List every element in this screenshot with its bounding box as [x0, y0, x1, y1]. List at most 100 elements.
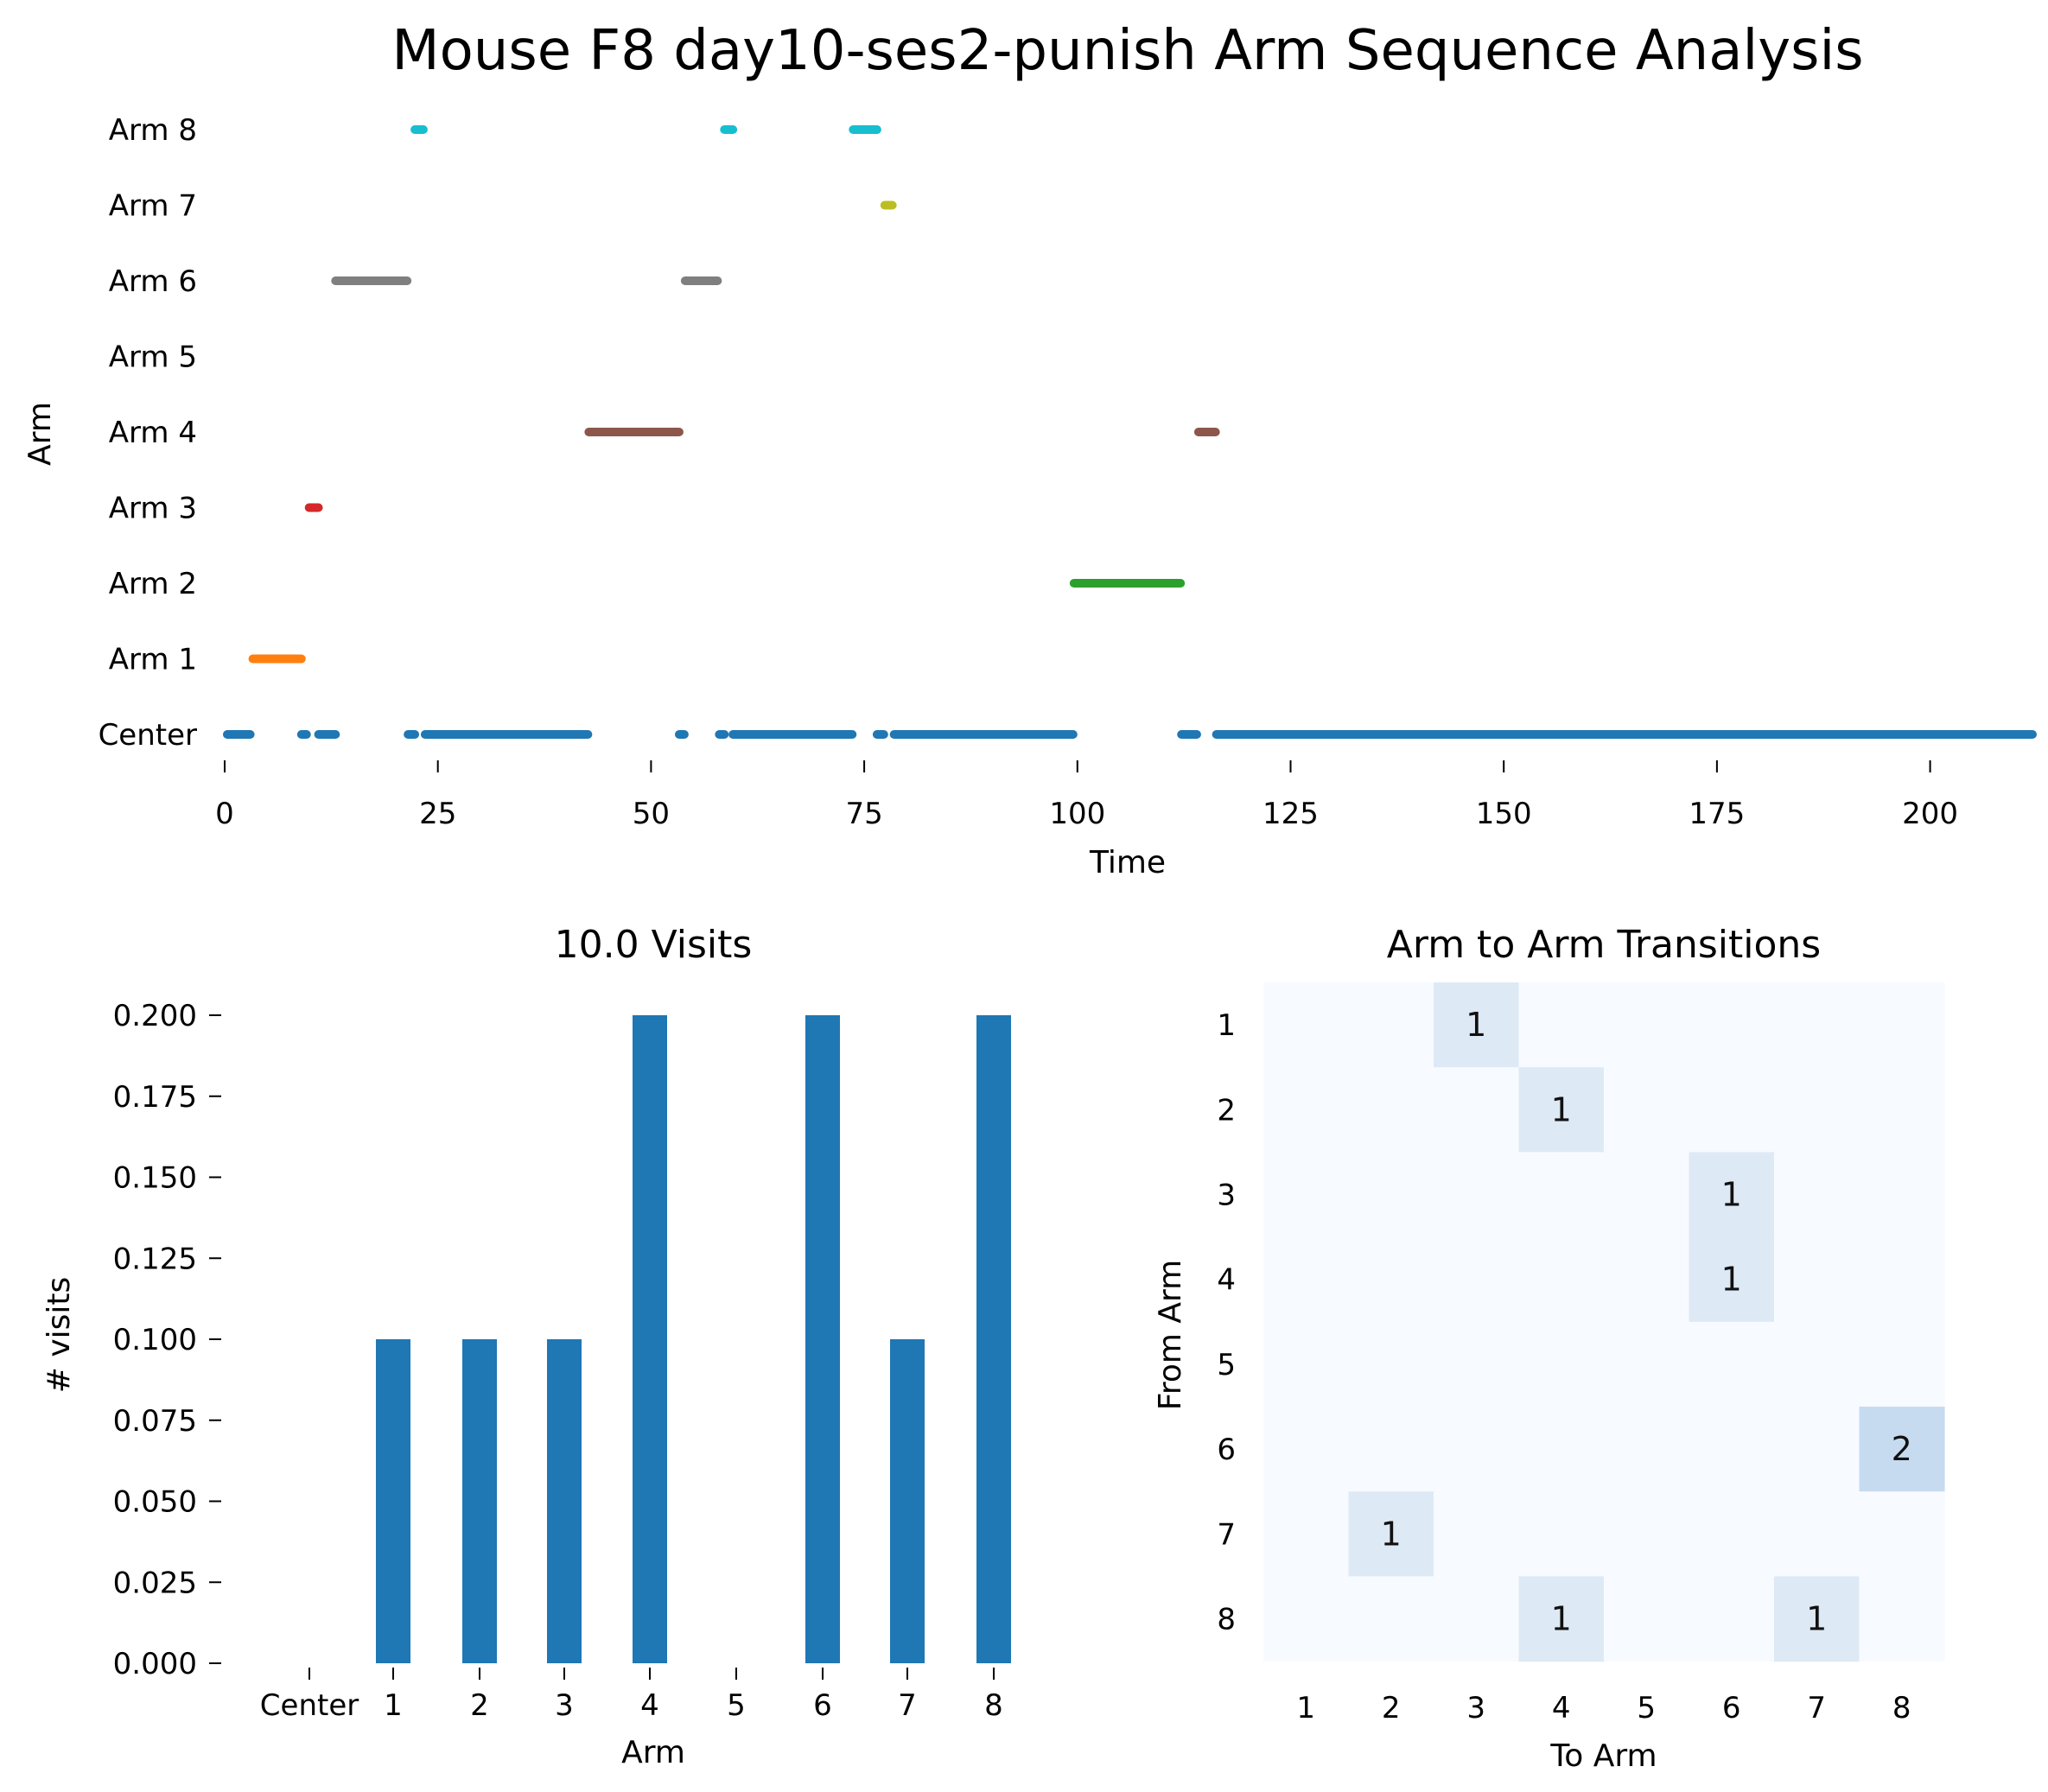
heatmap-chart: 1 1 1 1 2 1 1 1 1 2 3 4 5 6 7 8 1 2 3 4 5 6 7 8: [1217, 982, 1945, 1725]
timeline-row-label: Arm 3: [109, 492, 197, 526]
heatmap-cell: [1859, 1576, 1945, 1662]
heatmap-cell-value: 1: [1466, 1006, 1486, 1044]
timeline-x-tick-label: 175: [1689, 797, 1745, 831]
heatmap-col-label: 1: [1296, 1691, 1315, 1725]
heatmap-cell: [1348, 982, 1434, 1068]
heatmap-cell: [1518, 1067, 1605, 1153]
heatmap-row-label: 8: [1217, 1603, 1236, 1637]
heatmap-cell: [1518, 1152, 1605, 1238]
heatmap-cell: [1859, 1236, 1945, 1323]
heatmap-cell: [1263, 982, 1350, 1068]
heatmap-cell-value: 1: [1721, 1261, 1742, 1299]
heatmap-cell: [1774, 1491, 1860, 1577]
heatmap-row-label: 4: [1217, 1263, 1236, 1298]
heatmap-cell: [1604, 1321, 1690, 1408]
heatmap-cell: [1518, 1491, 1605, 1577]
timeline-x-tick-label: 75: [845, 797, 882, 831]
heatmap-row-label: 2: [1217, 1093, 1236, 1128]
heatmap-cell: [1348, 1407, 1434, 1492]
heatmap-title: Arm to Arm Transitions: [1387, 923, 1821, 967]
timeline-chart: Center Arm 1 Arm 2 Arm 3 Arm 4 Arm 5 Arm 6 Arm …: [99, 113, 2037, 831]
timeline-row-label: Arm 7: [109, 189, 197, 224]
heatmap-cell: [1689, 1236, 1775, 1323]
bar: [547, 1339, 582, 1663]
heatmap-cell: [1859, 1152, 1945, 1238]
timeline-x-tick-label: 200: [1902, 797, 1958, 831]
bar-y-tick-label: 0.200: [113, 999, 197, 1033]
heatmap-cell: [1434, 982, 1520, 1068]
bar: [976, 1015, 1011, 1663]
timeline-x-tick-label: 25: [419, 797, 456, 831]
heatmap-cell-value: 1: [1551, 1600, 1572, 1638]
heatmap-cell: [1689, 1576, 1775, 1662]
timeline-x-tick-label: 125: [1263, 797, 1319, 831]
heatmap-col-label: 3: [1466, 1691, 1485, 1725]
heatmap-cell: [1434, 1576, 1520, 1662]
bar: [376, 1339, 410, 1663]
heatmap-cell: [1859, 1491, 1945, 1577]
heatmap-col-label: 6: [1722, 1691, 1741, 1725]
bar-y-tick-label: 0.075: [113, 1404, 197, 1439]
heatmap-cell: [1348, 1491, 1434, 1577]
heatmap-cell: [1774, 1236, 1860, 1323]
bar-y-label: # visits: [41, 1277, 77, 1394]
heatmap-cell: [1263, 1576, 1350, 1662]
bar-x-label: Arm: [621, 1735, 685, 1770]
heatmap-row-label: 1: [1217, 1008, 1236, 1043]
heatmap-row-label: 5: [1217, 1348, 1236, 1382]
heatmap-cell: [1689, 1067, 1775, 1153]
heatmap-cell: [1434, 1152, 1520, 1238]
heatmap-cell-value: 1: [1551, 1090, 1572, 1128]
heatmap-col-label: 4: [1552, 1691, 1571, 1725]
timeline-row-label: Arm 4: [109, 416, 197, 450]
timeline-x-label: Time: [1089, 845, 1166, 880]
timeline-row-label: Arm 1: [109, 643, 197, 677]
heatmap-row-label: 6: [1217, 1433, 1236, 1467]
heatmap-cell: [1518, 1321, 1605, 1408]
heatmap-cell-value: 1: [1721, 1176, 1742, 1214]
bar-x-tick-label: 3: [555, 1688, 574, 1723]
bar-y-tick-label: 0.025: [113, 1566, 197, 1600]
heatmap-cell: [1434, 1321, 1520, 1408]
heatmap-cell: [1689, 982, 1775, 1068]
heatmap-cell: [1604, 1236, 1690, 1323]
timeline-row-label: Arm 6: [109, 264, 197, 299]
heatmap-cell: [1348, 1152, 1434, 1238]
bar-x-tick-label: 4: [640, 1688, 659, 1723]
heatmap-cell: [1774, 1321, 1860, 1408]
heatmap-cell: [1774, 982, 1860, 1068]
heatmap-cell: [1434, 1491, 1520, 1577]
bar-y-tick-label: 0.000: [113, 1647, 197, 1681]
bar: [462, 1339, 497, 1663]
main-title: Mouse F8 day10-ses2-punish Arm Sequence …: [391, 19, 1863, 83]
heatmap-cell: [1348, 1321, 1434, 1408]
heatmap-cell: [1774, 1152, 1860, 1238]
heatmap-cell: [1348, 1067, 1434, 1153]
heatmap-cell: [1689, 1321, 1775, 1408]
heatmap-cell: [1263, 1491, 1350, 1577]
bar-x-tick-label: 1: [384, 1688, 403, 1723]
heatmap-cell: [1604, 982, 1690, 1068]
heatmap-cell: [1604, 1491, 1690, 1577]
bar-y-tick-label: 0.175: [113, 1080, 197, 1115]
bar: [890, 1339, 925, 1663]
bar-x-tick-label: 5: [727, 1688, 746, 1723]
bar-chart: 0.000 0.025 0.050 0.075 0.100 0.125 0.150 0.175…: [113, 999, 1011, 1723]
timeline-row-label: Arm 8: [109, 113, 197, 148]
timeline-row-label: Center: [99, 718, 197, 753]
heatmap-cell: [1434, 1236, 1520, 1323]
heatmap-cell: [1348, 1236, 1434, 1323]
bar-x-tick-label: 8: [984, 1688, 1003, 1723]
heatmap-cell: [1859, 1321, 1945, 1408]
timeline-x-tick-label: 50: [633, 797, 670, 831]
heatmap-cell: [1263, 1321, 1350, 1408]
heatmap-cell: [1604, 1576, 1690, 1662]
bar: [633, 1015, 667, 1663]
heatmap-cell: [1348, 1576, 1434, 1662]
heatmap-col-label: 8: [1892, 1691, 1911, 1725]
timeline-row-label: Arm 2: [109, 567, 197, 601]
heatmap-cell: [1689, 1152, 1775, 1238]
heatmap-cell: [1604, 1407, 1690, 1492]
heatmap-cell: [1518, 982, 1605, 1068]
